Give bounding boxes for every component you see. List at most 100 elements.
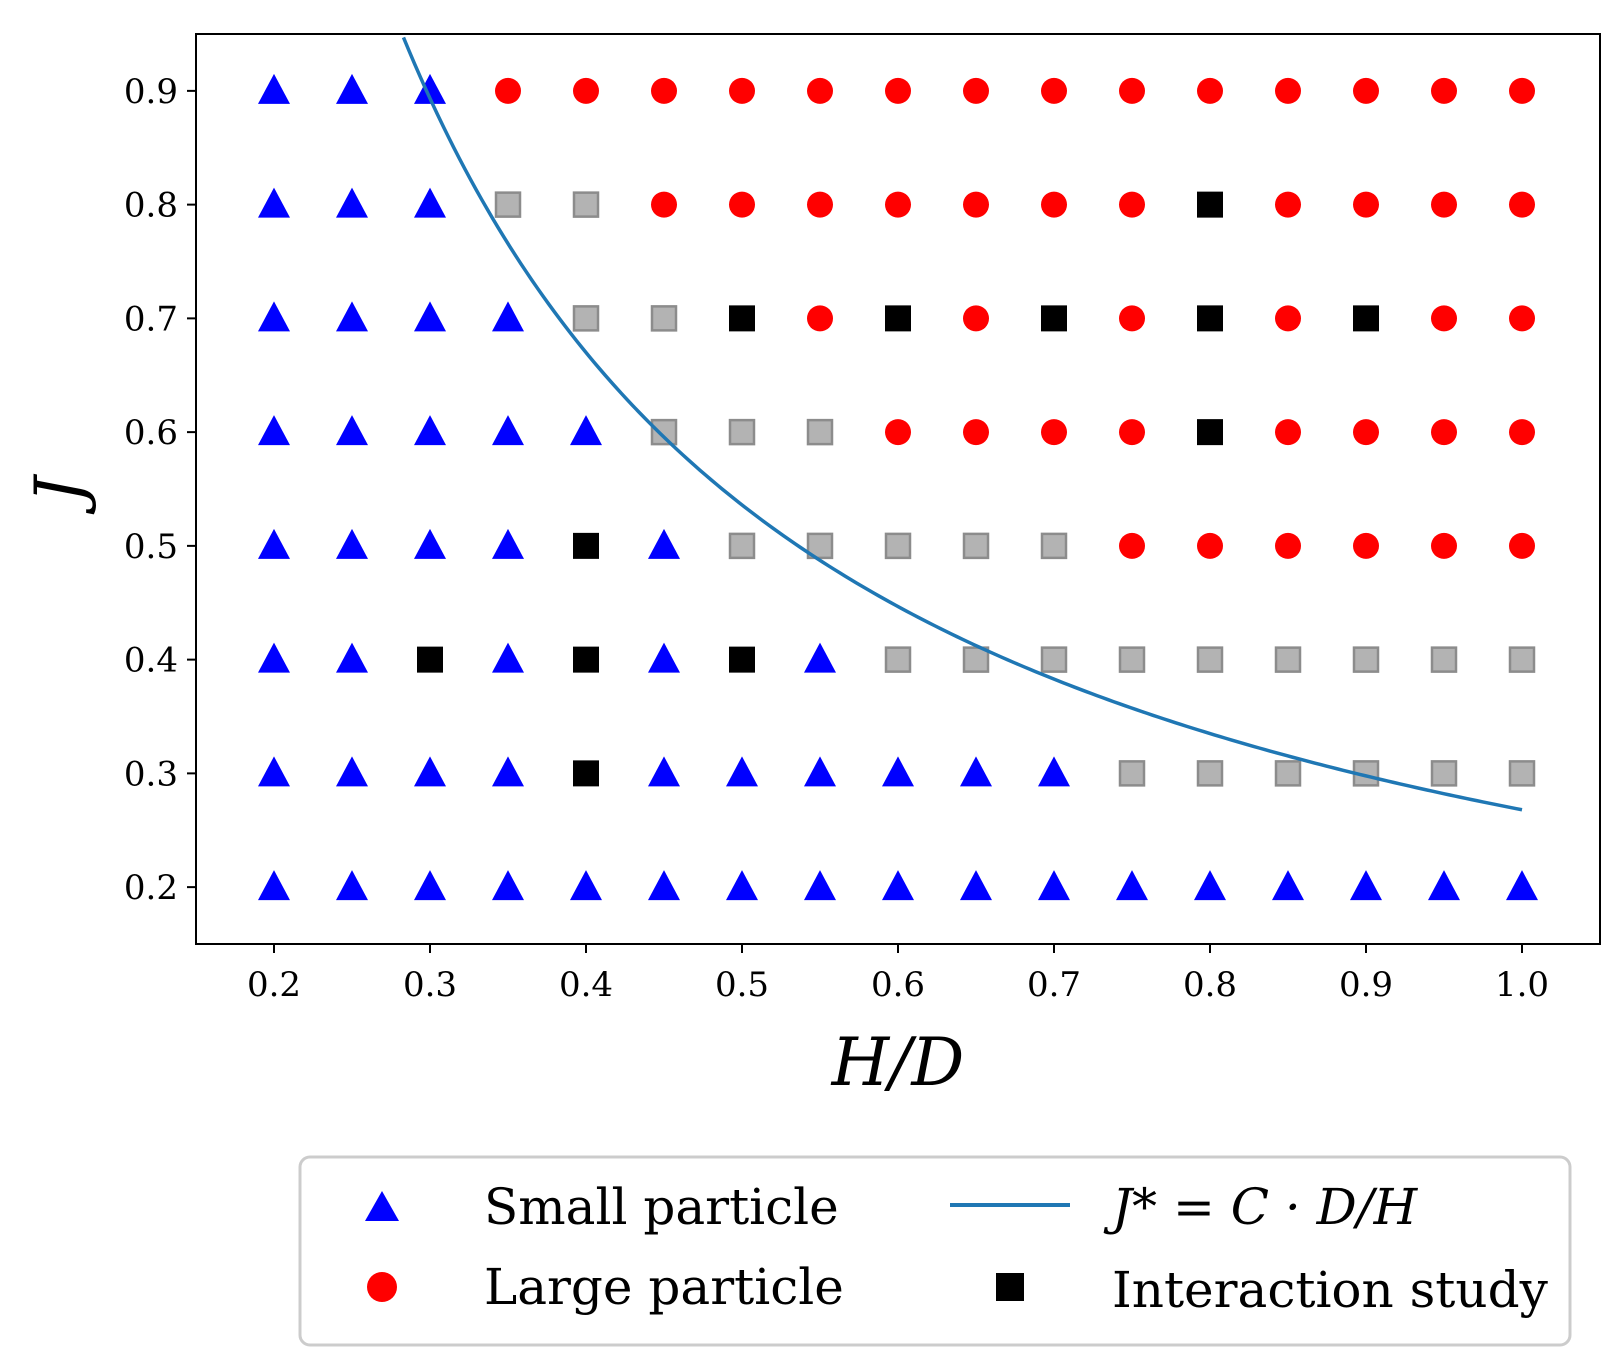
y-tick-label: 0.2 — [124, 868, 178, 908]
small-particle-point — [1272, 870, 1304, 901]
transition-point — [650, 305, 678, 332]
small-particle-point — [492, 870, 524, 901]
large-particle-point — [1275, 532, 1301, 559]
large-particle-point — [1509, 191, 1535, 218]
small-particle-point — [648, 870, 680, 901]
large-particle-point — [885, 419, 911, 446]
legend-box — [298, 1155, 1572, 1347]
small-particle-point — [258, 301, 290, 332]
large-particle-point — [1509, 419, 1535, 446]
large-particle-point — [1509, 532, 1535, 559]
small-particle-point — [336, 73, 368, 104]
small-particle-point — [336, 528, 368, 559]
small-particle-point — [414, 187, 446, 218]
plot-frame — [195, 33, 1601, 945]
transition-point — [1040, 646, 1068, 673]
transition-point — [1196, 646, 1224, 673]
large-particle-point — [1275, 191, 1301, 218]
small-particle-point — [414, 528, 446, 559]
x-tick-label: 0.2 — [247, 965, 301, 1005]
transition-point — [962, 532, 990, 560]
large-particle-point — [1509, 305, 1535, 332]
small-particle-point — [258, 870, 290, 901]
small-particle-point — [492, 415, 524, 446]
transition-point — [1274, 760, 1302, 787]
large-particle-point — [807, 305, 833, 332]
transition-point — [1508, 646, 1536, 673]
critical-curve-line — [401, 36, 1523, 812]
interaction-study-point — [729, 646, 755, 673]
legend-small-marker — [365, 1191, 399, 1221]
small-particle-point — [570, 870, 602, 901]
interaction-study-point — [573, 760, 599, 787]
small-particle-point — [804, 756, 836, 787]
small-particle-point — [1038, 756, 1070, 787]
small-particle-point — [336, 301, 368, 332]
small-particle-point — [258, 528, 290, 559]
small-particle-point — [492, 756, 524, 787]
small-particle-point — [258, 756, 290, 787]
y-axis-label: J — [21, 473, 98, 515]
x-tick-label: 0.9 — [1339, 965, 1393, 1005]
large-particle-point — [807, 191, 833, 218]
x-tick-label: 0.3 — [403, 965, 457, 1005]
small-particle-point — [1116, 870, 1148, 901]
y-tick-label: 0.5 — [124, 527, 178, 567]
transition-point — [1508, 760, 1536, 787]
large-particle-point — [1119, 532, 1145, 559]
data-markers — [258, 73, 1538, 901]
small-particle-point — [804, 642, 836, 673]
legend-curve-label: J* = C · D/H — [1103, 1178, 1419, 1236]
interaction-study-point — [1041, 305, 1067, 332]
small-particle-point — [1194, 870, 1226, 901]
interaction-study-point — [573, 532, 599, 559]
transition-point — [806, 418, 834, 446]
small-particle-point — [726, 870, 758, 901]
large-particle-point — [651, 191, 677, 218]
interaction-study-point — [885, 305, 911, 332]
large-particle-point — [1353, 532, 1379, 559]
large-particle-point — [1119, 191, 1145, 218]
small-particle-point — [336, 642, 368, 673]
x-tick-label: 0.5 — [715, 965, 769, 1005]
small-particle-point — [492, 528, 524, 559]
large-particle-point — [573, 77, 599, 104]
large-particle-point — [963, 77, 989, 104]
x-tick-label: 0.7 — [1027, 965, 1081, 1005]
large-particle-point — [1275, 305, 1301, 332]
large-particle-point — [963, 305, 989, 332]
large-particle-point — [963, 419, 989, 446]
large-particle-point — [1119, 419, 1145, 446]
legend-interaction-label: Interaction study — [1112, 1261, 1549, 1319]
x-tick-label: 0.4 — [559, 965, 613, 1005]
small-particle-point — [960, 870, 992, 901]
interaction-study-point — [729, 305, 755, 332]
small-particle-point — [648, 528, 680, 559]
transition-point — [962, 646, 990, 673]
large-particle-point — [963, 191, 989, 218]
transition-point — [728, 418, 756, 446]
transition-point — [1430, 646, 1458, 673]
small-particle-point — [492, 301, 524, 332]
small-particle-point — [336, 415, 368, 446]
interaction-study-point — [1197, 191, 1223, 218]
small-particle-point — [336, 756, 368, 787]
small-particle-point — [336, 187, 368, 218]
transition-point — [728, 532, 756, 560]
x-tick-label: 1.0 — [1495, 965, 1549, 1005]
y-tick-label: 0.8 — [124, 186, 178, 226]
large-particle-point — [1041, 77, 1067, 104]
large-particle-point — [1041, 419, 1067, 446]
transition-point — [572, 305, 600, 332]
large-particle-point — [1119, 305, 1145, 332]
small-particle-point — [960, 756, 992, 787]
large-particle-point — [1041, 191, 1067, 218]
large-particle-point — [729, 191, 755, 218]
interaction-study-point — [1197, 305, 1223, 332]
transition-point — [1118, 760, 1146, 787]
small-particle-point — [882, 870, 914, 901]
transition-point — [884, 646, 912, 673]
large-particle-point — [1197, 77, 1223, 104]
large-particle-point — [1431, 532, 1457, 559]
